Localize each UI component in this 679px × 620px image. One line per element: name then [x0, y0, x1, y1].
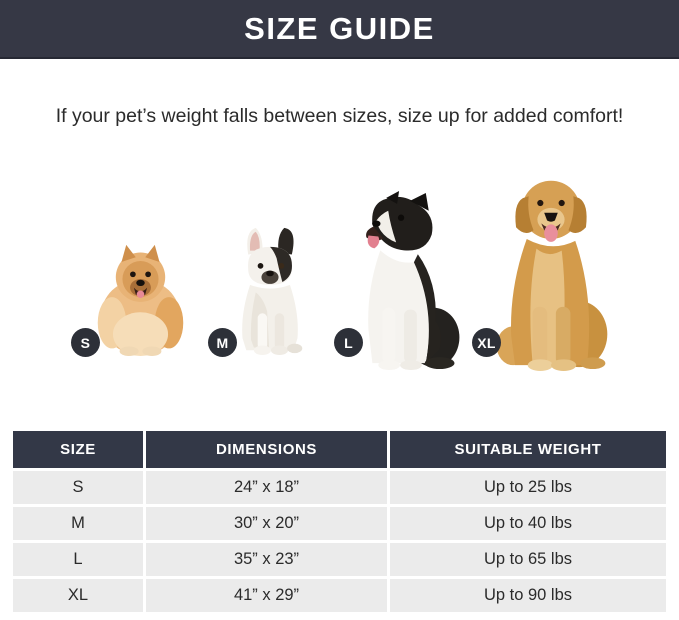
page-title: SIZE GUIDE	[244, 10, 435, 46]
cell-weight: Up to 65 lbs	[390, 543, 666, 576]
cell-size: XL	[13, 579, 143, 612]
cell-dimensions: 41” x 29”	[146, 579, 387, 612]
column-header-size: SIZE	[13, 431, 143, 468]
size-table: SIZE DIMENSIONS SUITABLE WEIGHT S 24” x …	[13, 431, 666, 612]
french-bulldog-dog-icon	[235, 226, 305, 356]
table-row-xl: XL 41” x 29” Up to 90 lbs	[13, 579, 666, 612]
size-badge-l: L	[334, 328, 363, 357]
column-header-suitable-weight: SUITABLE WEIGHT	[390, 431, 666, 468]
cell-dimensions: 35” x 23”	[146, 543, 387, 576]
cell-size: L	[13, 543, 143, 576]
table-row-s: S 24” x 18” Up to 25 lbs	[13, 471, 666, 504]
table-row-m: M 30” x 20” Up to 40 lbs	[13, 507, 666, 540]
table-row-l: L 35” x 23” Up to 65 lbs	[13, 543, 666, 576]
size-table-header-row: SIZE DIMENSIONS SUITABLE WEIGHT	[13, 431, 666, 468]
size-badge-s: S	[71, 328, 100, 357]
golden-retriever-dog-icon	[492, 171, 610, 371]
border-collie-dog-icon	[352, 191, 462, 371]
cell-size: S	[13, 471, 143, 504]
cell-dimensions: 30” x 20”	[146, 507, 387, 540]
cell-weight: Up to 40 lbs	[390, 507, 666, 540]
column-header-dimensions: DIMENSIONS	[146, 431, 387, 468]
cell-weight: Up to 25 lbs	[390, 471, 666, 504]
cell-dimensions: 24” x 18”	[146, 471, 387, 504]
size-badge-xl: XL	[472, 328, 501, 357]
size-badge-m: M	[208, 328, 237, 357]
cell-size: M	[13, 507, 143, 540]
size-up-note: If your pet’s weight falls between sizes…	[55, 105, 624, 127]
cell-weight: Up to 90 lbs	[390, 579, 666, 612]
size-guide-header: SIZE GUIDE	[0, 0, 679, 59]
pomeranian-dog-icon	[93, 238, 188, 360]
dog-size-illustrations: S M	[0, 131, 679, 421]
